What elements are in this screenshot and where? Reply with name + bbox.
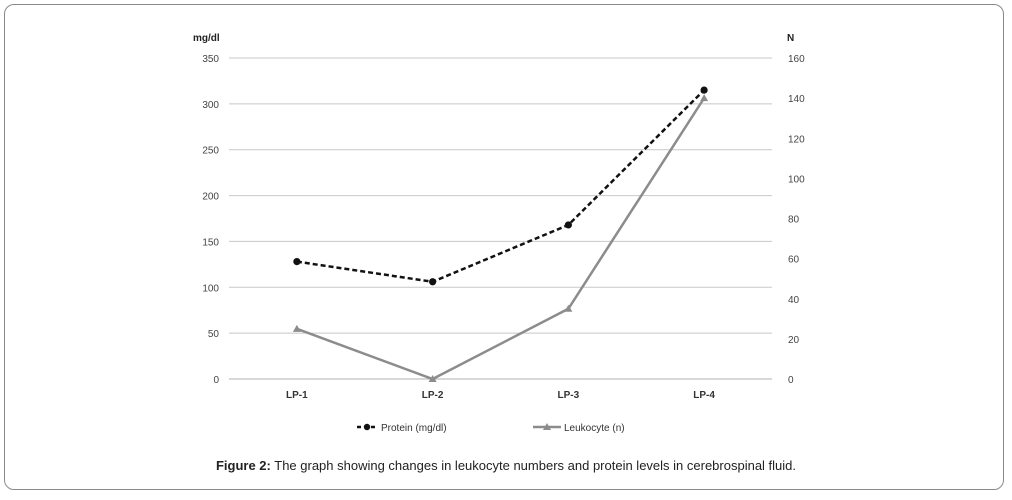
chart: 0 50 100 150 200 250 300 350 0 20 40 60 80 100 120 140… xyxy=(193,33,805,434)
gridlines xyxy=(229,57,772,334)
right-axis-title: N xyxy=(787,33,794,44)
legend: Protein (mg/dl) Leukocyte (n) xyxy=(357,423,625,434)
category-label: LP-1 xyxy=(286,390,308,401)
data-point xyxy=(700,86,708,94)
left-tick-label: 300 xyxy=(202,100,219,111)
caption-text: The graph showing changes in leukocyte n… xyxy=(270,458,797,473)
left-tick-label: 0 xyxy=(213,375,219,386)
category-label: LP-4 xyxy=(693,390,715,401)
left-tick-label: 100 xyxy=(202,283,219,294)
category-labels: LP-1 LP-2 LP-3 LP-4 xyxy=(286,390,715,401)
series-layer xyxy=(292,86,709,382)
left-tick-label: 150 xyxy=(202,237,219,248)
right-tick-label: 40 xyxy=(788,295,800,306)
data-point xyxy=(293,258,301,266)
left-tick-label: 350 xyxy=(202,54,219,65)
category-label: LP-3 xyxy=(558,390,580,401)
right-tick-label: 160 xyxy=(788,54,805,65)
left-tick-label: 50 xyxy=(208,329,220,340)
series-line xyxy=(296,89,706,284)
left-axis-ticks: 0 50 100 150 200 250 300 350 xyxy=(202,54,219,386)
legend-leukocyte-marker xyxy=(543,423,551,430)
right-tick-label: 140 xyxy=(788,94,805,105)
legend-protein-marker xyxy=(363,423,371,431)
right-tick-label: 100 xyxy=(788,174,805,185)
left-axis-title: mg/dl xyxy=(193,33,220,44)
series-leukocyte xyxy=(292,94,709,382)
data-point xyxy=(292,324,301,332)
legend-item-leukocyte: Leukocyte (n) xyxy=(533,423,625,434)
category-label: LP-2 xyxy=(422,390,444,401)
left-tick-label: 250 xyxy=(202,146,219,157)
series-line xyxy=(296,97,706,381)
legend-protein-label: Protein (mg/dl) xyxy=(381,423,447,434)
series-protein xyxy=(293,86,708,286)
left-tick-label: 200 xyxy=(202,192,219,203)
data-point xyxy=(429,278,437,286)
data-point xyxy=(564,304,573,312)
figure-caption: Figure 2: The graph showing changes in l… xyxy=(0,458,1012,473)
data-point xyxy=(700,94,709,102)
figure-frame xyxy=(4,4,1004,490)
right-axis-ticks: 0 20 40 60 80 100 120 140 160 xyxy=(788,54,805,386)
data-point xyxy=(564,221,572,229)
right-tick-label: 60 xyxy=(788,255,800,266)
right-tick-label: 120 xyxy=(788,134,805,145)
right-tick-label: 20 xyxy=(788,335,800,346)
legend-leukocyte-label: Leukocyte (n) xyxy=(564,423,625,434)
right-tick-label: 0 xyxy=(788,375,794,386)
data-point xyxy=(428,375,437,382)
right-tick-label: 80 xyxy=(788,215,800,226)
caption-label: Figure 2: xyxy=(215,458,271,473)
legend-item-protein: Protein (mg/dl) xyxy=(357,423,447,434)
